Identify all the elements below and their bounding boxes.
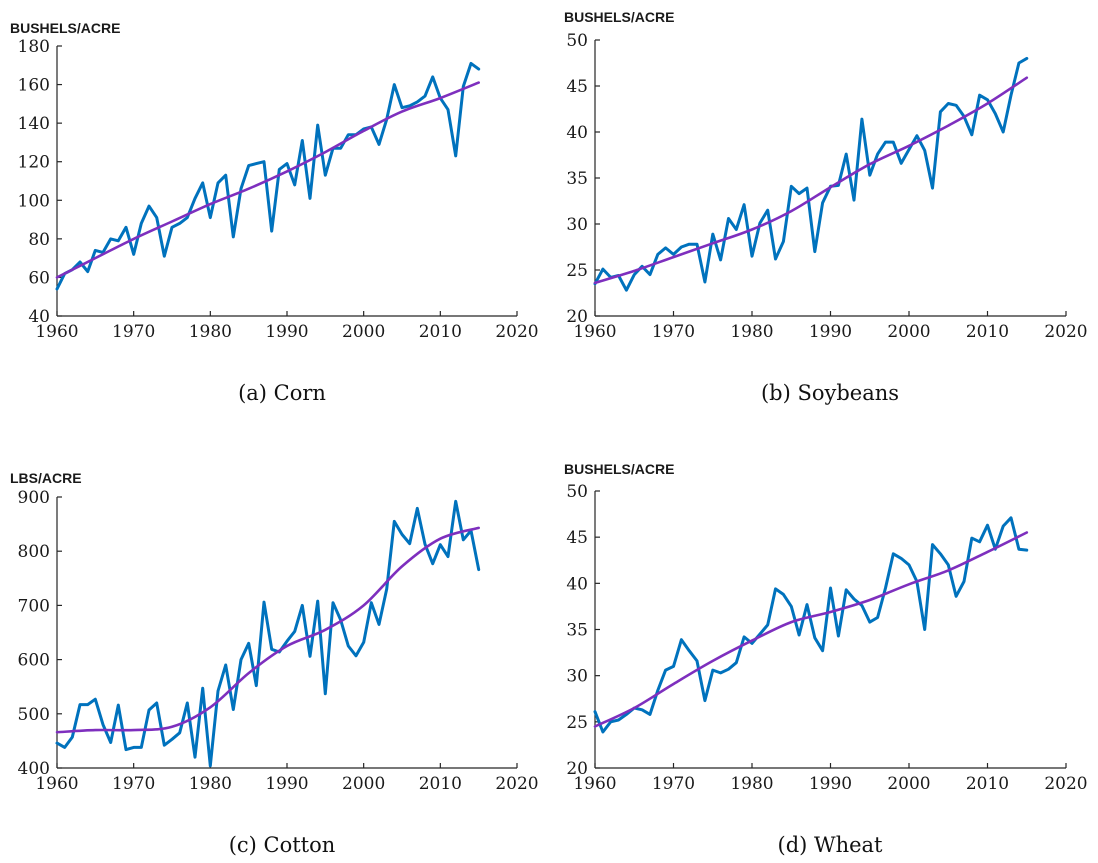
y-tick-label: 50 — [566, 31, 588, 51]
y-tick-label: 35 — [566, 621, 588, 641]
x-tick-label: 1980 — [189, 774, 232, 794]
x-tick-label: 1990 — [809, 322, 852, 342]
y-tick-label: 160 — [18, 76, 50, 96]
x-tick-label: 1990 — [265, 322, 308, 342]
panel-cotton: LBS/ACRE 400 500 600 700 800 900 1960 1970 1980 1… — [10, 470, 539, 857]
y-tick-label: 60 — [28, 268, 50, 288]
actual-yield — [55, 61, 481, 291]
x-tick-label: 2020 — [495, 774, 538, 794]
y-tick-label: 120 — [18, 153, 50, 173]
y-tick-label: 30 — [566, 667, 588, 687]
caption-wheat: (d) Wheat — [778, 833, 884, 857]
x-tick-label: 2000 — [887, 774, 930, 794]
y-axis-label: BUSHELS/ACRE — [564, 461, 674, 477]
y-tick-label: 180 — [18, 37, 50, 57]
x-tick-label: 2020 — [1044, 774, 1087, 794]
y-tick-label: 400 — [18, 759, 50, 779]
caption-cotton: (c) Cotton — [229, 833, 336, 857]
y-tick-label: 25 — [566, 713, 588, 733]
panel-corn: BUSHELS/ACRE 40 60 80 100 120 140 160 180 1960 19… — [10, 20, 539, 405]
trend-line — [55, 526, 480, 734]
x-tick-label: 1960 — [573, 774, 616, 794]
x-tick-label: 1960 — [35, 774, 78, 794]
y-tick-label: 140 — [18, 114, 50, 134]
cotton-plot-area: 400 500 600 700 800 900 1960 1970 1980 1990 2000 20… — [18, 488, 539, 794]
soybeans-plot-area: 20 25 30 35 40 45 50 1960 1970 1980 1990 2000 2010 20… — [566, 31, 1087, 342]
y-tick-label: 45 — [566, 528, 588, 548]
y-tick-label: 40 — [566, 123, 588, 143]
x-tick-label: 1980 — [730, 774, 773, 794]
panel-wheat: BUSHELS/ACRE 20 25 30 35 40 45 50 1960 1970 1980 1… — [564, 461, 1088, 857]
y-tick-label: 40 — [28, 307, 50, 327]
caption-corn: (a) Corn — [238, 381, 326, 405]
corn-plot-area: 40 60 80 100 120 140 160 180 1960 1970 1980 1990 200… — [18, 37, 539, 342]
y-tick-label: 500 — [18, 705, 50, 725]
x-tick-label: 2000 — [342, 322, 385, 342]
x-tick-label: 2010 — [966, 774, 1009, 794]
y-tick-label: 45 — [566, 77, 588, 97]
y-tick-label: 800 — [18, 542, 50, 562]
x-tick-label: 2000 — [887, 322, 930, 342]
x-tick-label: 1990 — [809, 774, 852, 794]
x-tick-label: 2000 — [342, 774, 385, 794]
trend-line — [593, 531, 1029, 728]
x-tick-label: 2010 — [966, 322, 1009, 342]
y-axis-label: BUSHELS/ACRE — [10, 20, 120, 36]
actual-yield — [593, 516, 1029, 734]
y-tick-label: 80 — [28, 230, 50, 250]
x-tick-label: 2020 — [495, 322, 538, 342]
x-tick-label: 1980 — [189, 322, 232, 342]
trend-line — [593, 76, 1029, 285]
y-axis-label: LBS/ACRE — [10, 470, 82, 486]
trend-line — [55, 81, 480, 279]
x-tick-label: 2020 — [1044, 322, 1087, 342]
y-axis-label: BUSHELS/ACRE — [564, 9, 674, 25]
actual-yield — [55, 499, 481, 768]
x-tick-label: 1960 — [35, 322, 78, 342]
x-tick-label: 1990 — [265, 774, 308, 794]
x-tick-label: 1980 — [730, 322, 773, 342]
x-tick-label: 1970 — [112, 774, 155, 794]
y-tick-label: 25 — [566, 261, 588, 281]
y-tick-label: 100 — [18, 191, 50, 211]
y-tick-label: 40 — [566, 574, 588, 594]
caption-soybeans: (b) Soybeans — [761, 381, 899, 405]
panel-soybeans: BUSHELS/ACRE 20 25 30 35 40 45 50 1960 1970 1980 1… — [564, 9, 1088, 405]
y-tick-label: 600 — [18, 651, 50, 671]
y-tick-label: 20 — [566, 307, 588, 327]
y-tick-label: 900 — [18, 488, 50, 508]
y-tick-label: 700 — [18, 596, 50, 616]
x-tick-label: 1970 — [652, 774, 695, 794]
y-tick-label: 35 — [566, 169, 588, 189]
x-tick-label: 1970 — [112, 322, 155, 342]
x-tick-label: 2010 — [419, 774, 462, 794]
y-tick-label: 30 — [566, 215, 588, 235]
x-tick-label: 2010 — [419, 322, 462, 342]
y-tick-label: 50 — [566, 482, 588, 502]
x-tick-label: 1970 — [652, 322, 695, 342]
y-tick-label: 20 — [566, 759, 588, 779]
wheat-plot-area: 20 25 30 35 40 45 50 1960 1970 1980 1990 2000 2010 20… — [566, 482, 1087, 794]
x-tick-label: 1960 — [573, 322, 616, 342]
actual-yield — [593, 56, 1029, 292]
